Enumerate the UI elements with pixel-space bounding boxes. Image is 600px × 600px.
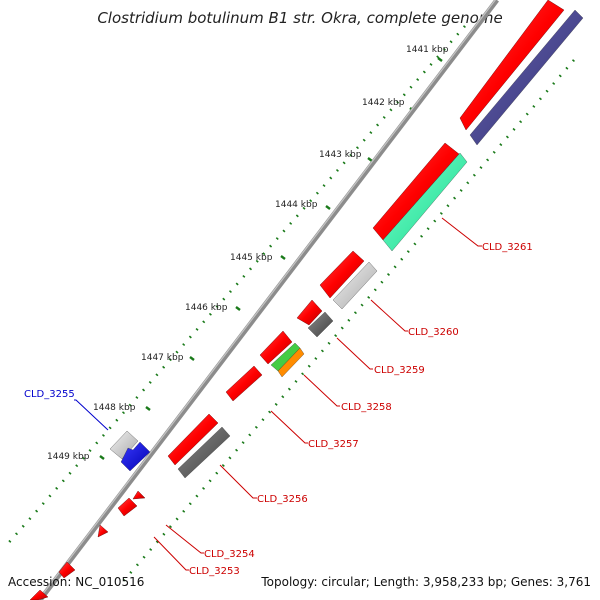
light-grey-feature[interactable] bbox=[109, 430, 139, 460]
cds-arrow[interactable] bbox=[29, 589, 49, 600]
genome-backbone bbox=[38, 0, 499, 600]
cds-arrow[interactable] bbox=[117, 497, 138, 517]
dark-grey-feature[interactable] bbox=[307, 311, 334, 338]
cds-arrow[interactable] bbox=[459, 0, 565, 131]
tick-labels: 1441 kbp 1442 kbp 1443 kbp 1444 kbp 1445… bbox=[47, 45, 449, 462]
tick-label: 1447 kbp bbox=[141, 353, 184, 363]
cds-arrow[interactable] bbox=[319, 250, 365, 299]
gene-label-cld-3260[interactable]: CLD_3260 bbox=[408, 327, 459, 338]
tick-label: 1442 kbp bbox=[362, 98, 405, 108]
gene-label-cld-3254[interactable]: CLD_3254 bbox=[204, 549, 255, 560]
tick-label: 1445 kbp bbox=[230, 253, 273, 263]
cds-arrow[interactable] bbox=[97, 524, 109, 538]
blue-feature[interactable] bbox=[120, 441, 151, 472]
light-grey-feature[interactable] bbox=[332, 261, 378, 310]
gene-label-cld-3258[interactable]: CLD_3258 bbox=[341, 402, 392, 413]
reverse-strand-features bbox=[109, 9, 584, 479]
tick-label: 1448 kbp bbox=[93, 403, 136, 413]
gene-label-cld-3261[interactable]: CLD_3261 bbox=[482, 242, 533, 253]
tick-label: 1446 kbp bbox=[185, 303, 228, 313]
accession-text: Accession: NC_010516 bbox=[8, 575, 144, 589]
rna-feature[interactable] bbox=[469, 9, 584, 146]
cds-arrow[interactable] bbox=[296, 299, 323, 326]
cds-arrow[interactable] bbox=[132, 490, 146, 500]
genome-summary-text: Topology: circular; Length: 3,958,233 bp… bbox=[260, 575, 591, 589]
gene-label-cld-3257[interactable]: CLD_3257 bbox=[308, 439, 359, 450]
tick-label: 1449 kbp bbox=[47, 452, 90, 462]
cds-arrow[interactable] bbox=[58, 561, 76, 579]
gene-labels: CLD_3261 CLD_3260 CLD_3259 CLD_3258 CLD_… bbox=[24, 242, 533, 577]
tick-label: 1443 kbp bbox=[319, 150, 362, 160]
gene-label-cld-3256[interactable]: CLD_3256 bbox=[257, 494, 308, 505]
cds-arrow[interactable] bbox=[167, 413, 219, 466]
label-leaders bbox=[74, 217, 482, 571]
cds-arrow[interactable] bbox=[372, 142, 460, 241]
tick-label: 1444 kbp bbox=[275, 200, 318, 210]
tick-label: 1441 kbp bbox=[406, 45, 449, 55]
map-title: Clostridium botulinum B1 str. Okra, comp… bbox=[97, 9, 502, 27]
backbone-highlight bbox=[38, 0, 496, 600]
gene-label-cld-3259[interactable]: CLD_3259 bbox=[374, 365, 425, 376]
orange-feature[interactable] bbox=[277, 347, 305, 378]
green-feature[interactable] bbox=[382, 152, 468, 252]
major-ticks bbox=[99, 57, 443, 460]
dark-grey-feature[interactable] bbox=[177, 426, 231, 479]
cds-arrow[interactable] bbox=[259, 330, 293, 365]
gene-label-cld-3255[interactable]: CLD_3255 bbox=[24, 389, 75, 400]
inner-tick-ring bbox=[119, 59, 575, 586]
cds-arrow[interactable] bbox=[225, 365, 263, 402]
gene-label-cld-3253[interactable]: CLD_3253 bbox=[189, 566, 240, 577]
